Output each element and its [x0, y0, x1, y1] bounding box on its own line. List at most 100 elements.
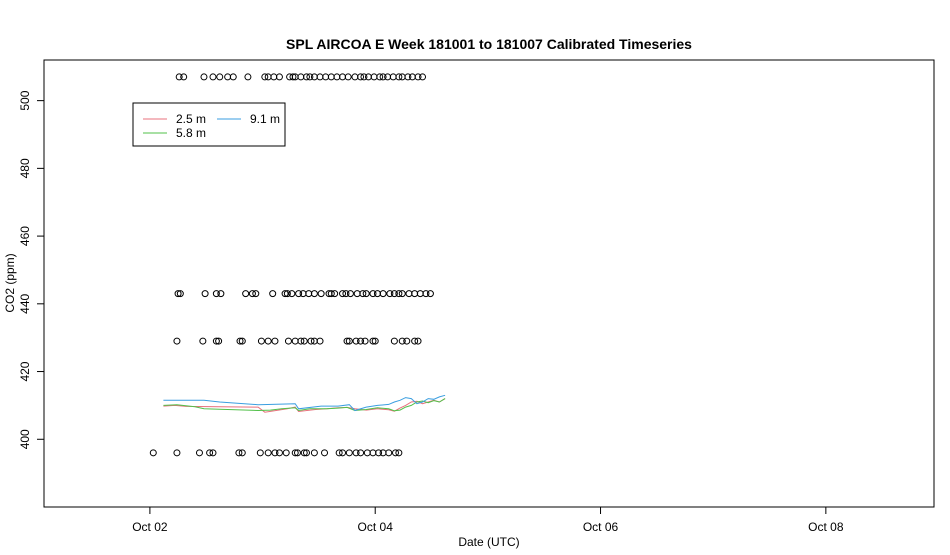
series-line-2: [163, 394, 446, 412]
x-axis-label: Date (UTC): [458, 535, 519, 549]
calibration-point-0-23: [339, 73, 347, 81]
calibration-point-1-12: [295, 290, 303, 298]
calibration-point-3-1: [173, 449, 181, 457]
x-tick-label-1: Oct 04: [358, 520, 394, 534]
calibration-point-3-16: [310, 449, 318, 457]
calibration-point-1-20: [339, 290, 347, 298]
y-axis: 400 420 440 460 480 500: [18, 90, 44, 449]
calibration-point-0-38: [414, 73, 422, 81]
calibration-point-0-39: [419, 73, 427, 81]
legend-box: [132, 102, 286, 147]
calibration-point-1-31: [395, 290, 403, 298]
calibration-point-3-5: [235, 449, 243, 457]
calibration-point-1-28: [379, 290, 387, 298]
calibration-point-0-7: [244, 73, 252, 81]
chart-title: SPL AIRCOA E Week 181001 to 181007 Calib…: [286, 36, 692, 52]
calibration-point-0-32: [384, 73, 392, 81]
calibration-point-0-5: [224, 73, 232, 81]
calibration-point-1-23: [353, 290, 361, 298]
calibration-points: [149, 73, 434, 457]
calibration-point-1-5: [242, 290, 250, 298]
calibration-point-1-16: [317, 290, 325, 298]
legend-label-1: 5.8 m: [176, 126, 206, 140]
calibration-point-2-1: [199, 337, 207, 345]
calibration-point-2-11: [297, 337, 305, 345]
calibration-point-2-24: [398, 337, 406, 345]
calibration-point-2-20: [361, 337, 369, 345]
calibration-point-3-8: [264, 449, 272, 457]
x-tick-label-0: Oct 02: [132, 520, 168, 534]
calibration-point-1-32: [398, 290, 406, 298]
calibration-point-1-19: [331, 290, 339, 298]
calibration-point-1-27: [373, 290, 381, 298]
calibration-point-1-35: [416, 290, 424, 298]
calibration-point-3-0: [149, 449, 157, 457]
calibration-point-2-17: [345, 337, 353, 345]
legend-label-0: 2.5 m: [176, 112, 206, 126]
calibration-point-2-12: [300, 337, 308, 345]
calibration-point-1-15: [310, 290, 318, 298]
calibration-point-0-29: [370, 73, 378, 81]
calibration-point-0-27: [360, 73, 368, 81]
calibration-point-3-26: [379, 449, 387, 457]
calibration-point-1-11: [288, 290, 296, 298]
calibration-point-3-23: [363, 449, 371, 457]
calibration-point-2-18: [352, 337, 360, 345]
calibration-point-1-13: [299, 290, 307, 298]
calibration-point-0-11: [275, 73, 283, 81]
calibration-point-2-2: [212, 337, 220, 345]
calibration-point-0-20: [322, 73, 330, 81]
calibration-point-3-11: [282, 449, 290, 457]
calibration-point-2-5: [238, 337, 246, 345]
calibration-point-1-26: [369, 290, 377, 298]
calibration-point-3-7: [256, 449, 264, 457]
calibration-point-0-10: [270, 73, 278, 81]
calibration-point-1-37: [426, 290, 434, 298]
y-tick-label-1: 420: [18, 361, 32, 381]
calibration-point-3-2: [195, 449, 203, 457]
calibration-point-3-4: [209, 449, 217, 457]
calibration-point-0-31: [379, 73, 387, 81]
calibration-point-0-24: [344, 73, 352, 81]
calibration-point-0-17: [306, 73, 314, 81]
calibration-point-1-24: [359, 290, 367, 298]
calibration-point-1-18: [327, 290, 335, 298]
calibration-point-1-10: [283, 290, 291, 298]
calibration-point-1-9: [281, 290, 289, 298]
calibration-point-3-12: [291, 449, 299, 457]
y-tick-label-2: 440: [18, 293, 32, 313]
calibration-point-3-19: [339, 449, 347, 457]
calibration-point-0-15: [297, 73, 305, 81]
y-tick-label-0: 400: [18, 429, 32, 449]
calibration-point-1-0: [174, 290, 182, 298]
calibration-point-3-10: [275, 449, 283, 457]
calibration-point-0-36: [404, 73, 412, 81]
x-tick-label-3: Oct 08: [808, 520, 844, 534]
calibration-point-0-6: [229, 73, 237, 81]
calibration-point-3-21: [352, 449, 360, 457]
calibration-point-0-8: [261, 73, 269, 81]
calibration-point-0-28: [364, 73, 372, 81]
calibration-point-2-7: [264, 337, 272, 345]
x-tick-label-2: Oct 06: [583, 520, 619, 534]
calibration-point-2-23: [390, 337, 398, 345]
calibration-point-0-4: [216, 73, 224, 81]
calibration-point-0-16: [302, 73, 310, 81]
calibration-point-1-2: [201, 290, 209, 298]
calibration-point-0-2: [200, 73, 208, 81]
calibration-point-0-26: [357, 73, 365, 81]
calibration-point-1-36: [422, 290, 430, 298]
calibration-point-2-9: [284, 337, 292, 345]
calibration-point-2-10: [291, 337, 299, 345]
calibration-point-1-14: [305, 290, 313, 298]
legend: 2.5 m5.8 m 9.1 m: [132, 102, 286, 147]
calibration-point-0-3: [209, 73, 217, 81]
calibration-point-3-24: [369, 449, 377, 457]
calibration-point-0-25: [351, 73, 359, 81]
calibration-point-0-22: [333, 73, 341, 81]
legend-label-2: 9.1 m: [250, 112, 280, 126]
calibration-point-1-3: [212, 290, 220, 298]
calibration-point-3-29: [395, 449, 403, 457]
calibration-point-1-1: [176, 290, 184, 298]
